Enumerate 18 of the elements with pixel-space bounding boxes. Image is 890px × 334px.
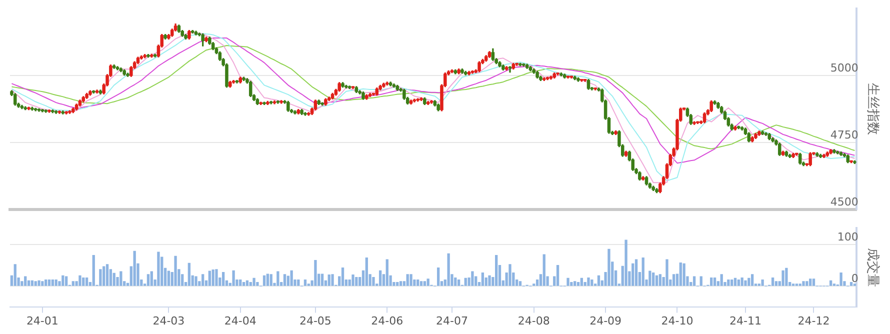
x-tick-label: 24-06 — [371, 314, 404, 328]
x-tick-label: 24-01 — [26, 314, 58, 328]
y-tick-label: 4500 — [830, 195, 858, 208]
x-tick-label: 24-03 — [152, 314, 185, 328]
y-tick-label: 100 — [837, 230, 858, 244]
y-tick-label: 0 — [851, 272, 858, 285]
x-tick-label: 24-12 — [798, 314, 830, 328]
x-tick-label: 24-09 — [590, 314, 622, 328]
y-axis-title: 生丝指数 — [864, 83, 880, 135]
x-tick-label: 24-11 — [729, 314, 762, 328]
x-tick-label: 24-08 — [518, 314, 550, 328]
x-tick-label: 24-04 — [224, 314, 256, 328]
x-tick-label: 24-07 — [436, 314, 468, 328]
x-tick-label: 24-05 — [299, 314, 332, 328]
y-tick-label: 4750 — [830, 128, 858, 142]
x-tick-label: 24-10 — [661, 314, 694, 328]
y-tick-label: 5000 — [830, 61, 858, 74]
y-axis-title: 成交量 — [864, 248, 881, 287]
